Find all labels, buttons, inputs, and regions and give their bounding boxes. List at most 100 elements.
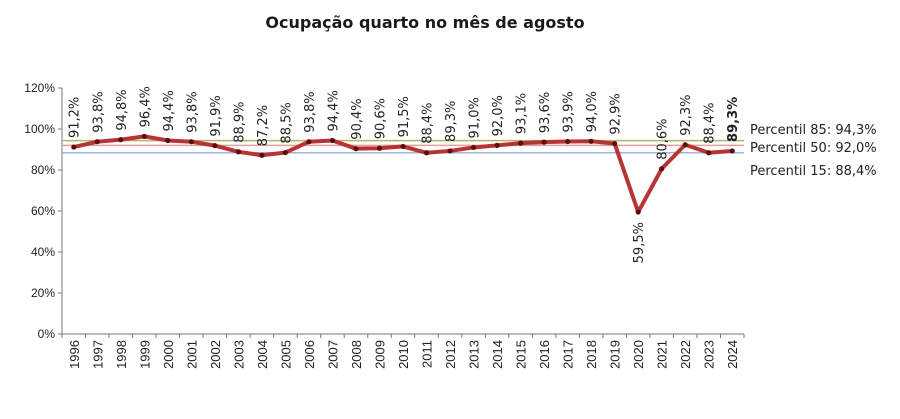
x-tick-label: 2011	[420, 340, 435, 368]
x-tick-label: 2005	[278, 340, 293, 369]
reference-line-label: Percentil 50: 92,0%	[750, 141, 877, 156]
x-tick-label: 2024	[725, 340, 740, 369]
data-point	[706, 150, 712, 156]
x-tick-label: 2018	[584, 340, 599, 369]
data-point	[188, 139, 194, 145]
data-label: 94,4%	[162, 90, 177, 131]
data-label: 88,4%	[703, 102, 718, 143]
x-tick-label: 2016	[537, 340, 552, 369]
data-labels: 91,2% 93,8% 94,8% 96,4% 94,4% 93,8% 91,9% 88,9%…	[68, 86, 741, 263]
data-point	[212, 143, 218, 149]
x-tick-label: 2023	[702, 340, 717, 369]
data-label: 91,2%	[68, 97, 83, 138]
data-label: 88,9%	[232, 101, 247, 142]
data-point	[329, 137, 336, 144]
data-label: 87,2%	[256, 105, 271, 146]
data-label: 88,5%	[279, 102, 294, 143]
x-tick-label: 2003	[231, 340, 246, 369]
x-tick-label: 2022	[678, 340, 693, 369]
data-point	[635, 209, 641, 215]
data-label: 90,6%	[373, 98, 388, 139]
data-label: 93,6%	[538, 92, 553, 133]
x-tick-label: 2012	[443, 340, 458, 369]
x-tick-label: 2001	[184, 340, 199, 369]
x-tick-label: 1996	[67, 340, 82, 369]
data-label: 93,9%	[562, 91, 577, 132]
x-tick-label: 2013	[467, 340, 482, 369]
x-tick-label: 2019	[608, 340, 623, 369]
data-point	[612, 140, 618, 147]
y-tick-label: 40%	[31, 245, 55, 259]
data-label: 91,0%	[468, 97, 483, 138]
y-tick-label: 0%	[38, 327, 56, 341]
data-label: 89,3%	[444, 101, 459, 142]
data-label: 96,4%	[138, 86, 153, 127]
y-tick-label: 20%	[31, 286, 55, 300]
data-point	[165, 137, 171, 144]
x-tick-label: 2010	[396, 340, 411, 369]
x-tick-label: 2015	[514, 340, 529, 369]
data-label: 59,5%	[632, 222, 647, 263]
x-tick-label: 1999	[137, 340, 152, 369]
x-tick-label: 2017	[561, 340, 576, 369]
data-label: 94,4%	[326, 90, 341, 131]
data-point	[729, 148, 735, 154]
data-point	[94, 139, 100, 145]
series	[71, 133, 735, 215]
data-label: 92,9%	[609, 93, 624, 134]
data-label: 90,4%	[350, 98, 365, 139]
data-point	[141, 133, 147, 139]
y-tick-label: 100%	[24, 122, 55, 136]
data-point	[282, 149, 289, 156]
data-point	[565, 138, 571, 145]
data-label: 80,6%	[656, 118, 671, 159]
data-point	[659, 166, 665, 172]
data-label: 93,1%	[515, 93, 530, 134]
data-label: 92,0%	[491, 95, 506, 136]
data-point	[588, 138, 594, 144]
x-tick-label: 2000	[161, 340, 176, 369]
reference-line-label: Percentil 85: 94,3%	[750, 123, 877, 138]
data-label: 89,3%	[726, 97, 741, 142]
data-point	[423, 150, 430, 156]
data-point	[494, 142, 500, 148]
chart-title: Ocupação quarto no mês de agosto	[265, 13, 584, 32]
y-tick-label: 80%	[31, 163, 55, 177]
data-point	[517, 140, 524, 146]
data-label: 92,3%	[679, 94, 694, 135]
x-tick-label: 2009	[372, 340, 387, 369]
x-tick-label: 2021	[655, 340, 670, 369]
data-label: 94,0%	[585, 91, 600, 132]
data-point	[353, 146, 359, 152]
data-label: 93,8%	[91, 91, 106, 132]
data-label: 91,5%	[397, 96, 412, 137]
data-point	[400, 143, 406, 150]
data-point	[682, 142, 688, 148]
data-point	[71, 144, 77, 150]
axes: 0% 20% 40% 60% 80% 100% 120% 1996 1997 1998 1999 20…	[24, 81, 745, 369]
data-point	[376, 145, 383, 151]
data-label: 93,8%	[303, 91, 318, 132]
x-tick-label: 1998	[114, 340, 129, 369]
x-tick-label: 2006	[302, 340, 317, 369]
y-tick-label: 120%	[24, 81, 55, 95]
data-point	[447, 148, 453, 154]
x-tick-label: 1997	[90, 340, 105, 369]
x-tick-label: 2004	[255, 340, 270, 369]
x-tick-label: 2008	[349, 340, 364, 369]
data-label: 94,8%	[115, 89, 130, 130]
data-label: 93,8%	[185, 91, 200, 132]
y-tick-label: 60%	[31, 204, 55, 218]
data-point	[235, 149, 241, 155]
data-point	[118, 137, 124, 143]
x-tick-label: 2014	[490, 340, 505, 369]
x-tick-label: 2020	[631, 340, 646, 369]
data-point	[306, 139, 312, 145]
data-label: 88,4%	[421, 102, 436, 143]
x-tick-label: 2002	[208, 340, 223, 369]
data-point	[470, 144, 477, 151]
data-point	[259, 152, 265, 158]
data-label: 91,9%	[209, 95, 224, 136]
reference-line-label: Percentil 15: 88,4%	[750, 164, 877, 179]
